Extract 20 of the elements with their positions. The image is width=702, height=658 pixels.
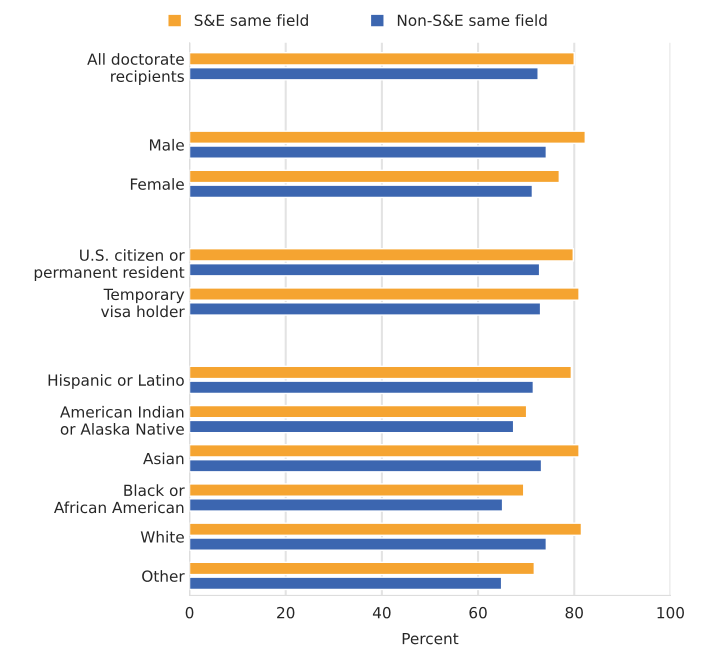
y-tick-label: U.S. citizen or permanent resident	[34, 249, 185, 281]
x-axis-title: Percent	[402, 632, 458, 644]
x-tick-label: 0	[186, 606, 194, 618]
y-tick-label: Hispanic or Latino	[48, 374, 184, 389]
y-tick-label: Female	[130, 178, 184, 190]
y-tick-label: Other	[142, 570, 185, 582]
y-tick-label: Temporary visa holder	[101, 288, 185, 318]
legend-label: S&E same field	[194, 14, 308, 26]
x-tick-label: 100	[658, 606, 684, 618]
x-tick-label: 40	[372, 606, 391, 618]
x-tick-label: 60	[469, 606, 487, 618]
y-tick-label: All doctorate recipients	[87, 53, 184, 85]
y-tick-label: Asian	[143, 452, 184, 464]
x-tick-label: 20	[277, 606, 294, 618]
y-tick-label: Black or African American	[54, 484, 185, 514]
x-tick-label: 80	[566, 606, 583, 618]
y-tick-label: Male	[150, 138, 184, 151]
legend-label: Non-S&E same field	[398, 14, 547, 26]
y-tick-label: American Indian or Alaska Native	[60, 406, 184, 435]
y-tick-label: White	[140, 530, 184, 543]
